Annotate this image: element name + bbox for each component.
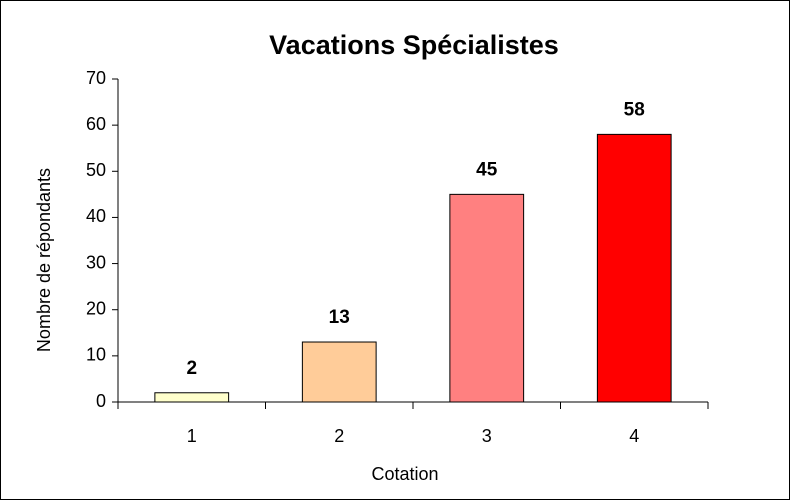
- y-tick-label: 10: [86, 345, 106, 365]
- data-label: 2: [186, 358, 197, 379]
- y-tick-label: 30: [86, 252, 106, 272]
- chart-title: Vacations Spécialistes: [269, 30, 559, 60]
- x-tick-label: 4: [629, 426, 639, 446]
- x-tick-label: 2: [334, 426, 344, 446]
- x-axis-label: Cotation: [371, 464, 438, 484]
- y-tick-label: 0: [96, 391, 106, 411]
- bar: [596, 133, 672, 403]
- y-axis-label: Nombre de répondants: [34, 168, 54, 352]
- y-tick-label: 40: [86, 206, 106, 226]
- bar: [449, 193, 525, 403]
- x-tick-label: 1: [187, 426, 197, 446]
- y-tick-label: 50: [86, 160, 106, 180]
- data-label: 58: [624, 99, 645, 120]
- data-label: 13: [329, 307, 350, 328]
- y-tick-label: 60: [86, 114, 106, 134]
- y-tick-label: 70: [86, 68, 106, 88]
- y-tick-label: 20: [86, 298, 106, 318]
- x-tick-label: 3: [482, 426, 492, 446]
- bar: [154, 392, 230, 403]
- bar: [301, 341, 377, 403]
- data-label: 45: [476, 159, 498, 180]
